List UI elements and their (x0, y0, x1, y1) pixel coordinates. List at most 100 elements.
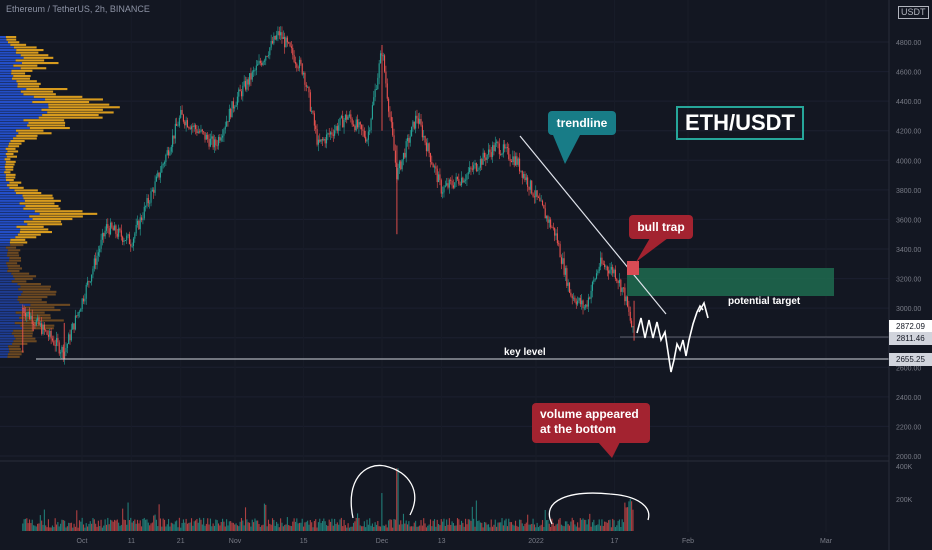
candle-body (114, 225, 116, 231)
volume-bracket-annotation (548, 492, 650, 525)
volume-bar (402, 513, 405, 531)
candle-body (601, 257, 603, 264)
profile-bar-buy (0, 290, 23, 293)
volume-bar (525, 522, 527, 531)
volume-bar (343, 519, 345, 531)
volume-bar (196, 518, 198, 531)
currency-badge[interactable]: USDT (898, 6, 929, 19)
candle-body (300, 59, 302, 64)
candle-body (509, 158, 511, 162)
volume-bar (404, 523, 406, 531)
volume-bar (293, 518, 295, 531)
profile-bar-buy (0, 225, 17, 228)
candle-body (131, 246, 133, 247)
candle-body (212, 136, 214, 148)
profile-bar-buy (0, 319, 24, 322)
profile-bar-buy (0, 121, 29, 124)
volume-bar (78, 520, 81, 531)
profile-bar-buy (0, 93, 24, 96)
volume-bar (285, 524, 287, 531)
candle-body (439, 174, 441, 181)
profile-bar-buy (0, 259, 10, 262)
profile-bar-sell (32, 218, 73, 221)
volume-bar (147, 522, 149, 531)
volume-bar (165, 526, 167, 531)
volume-bar (119, 525, 121, 531)
volume-bar (304, 522, 306, 531)
candle-body (76, 315, 78, 317)
candle-body (251, 71, 253, 80)
candle-body (85, 284, 87, 299)
candle-body (122, 236, 124, 242)
volume-bar (231, 522, 233, 531)
volume-bar (552, 522, 554, 531)
candle-body (315, 125, 317, 130)
volume-bar (593, 519, 595, 531)
profile-bar-sell (20, 54, 49, 57)
volume-bar (405, 520, 407, 531)
candle-body (57, 338, 59, 343)
candle-body (239, 89, 241, 92)
candle-body (392, 122, 394, 136)
volume-bar (513, 525, 515, 531)
candle-body (466, 174, 468, 180)
profile-bar-sell (29, 215, 83, 218)
volume-bar (162, 518, 164, 531)
candle-body (284, 37, 286, 48)
candle-body (343, 119, 345, 128)
candle-body (467, 172, 469, 175)
volume-bar (509, 522, 511, 531)
volume-bar (30, 523, 32, 531)
volume-bar (470, 520, 472, 531)
volume-bar (548, 523, 550, 531)
volume-bar (502, 525, 504, 531)
candle-body (370, 118, 372, 131)
volume-bar (450, 524, 452, 531)
volume-bar (567, 524, 569, 531)
profile-bar-sell (6, 155, 18, 158)
price-tick-label: 3600.00 (896, 217, 921, 224)
volume-bar (163, 519, 166, 531)
volume-bar (212, 523, 214, 531)
volume-bar (100, 519, 102, 531)
candle-body (157, 172, 159, 177)
volume-bar (289, 525, 291, 531)
profile-bar-buy (0, 166, 5, 169)
price-tick-label: 4000.00 (896, 158, 921, 165)
candle-body (128, 234, 130, 245)
candle-body (433, 166, 436, 168)
candle-body (26, 313, 28, 317)
candle-body (594, 278, 596, 280)
volume-bar (625, 507, 627, 531)
candle-body (116, 233, 118, 237)
profile-bar-sell (18, 132, 52, 135)
volume-bar (91, 523, 93, 531)
profile-bar-sell (10, 43, 27, 46)
candle-body (61, 346, 63, 353)
volume-bar (510, 522, 513, 531)
candle-body (535, 190, 537, 198)
profile-bar-buy (0, 108, 42, 111)
price-tick-label: 3400.00 (896, 247, 921, 254)
profile-bar-sell (23, 220, 62, 223)
volume-bar (255, 520, 257, 531)
volume-bar (622, 522, 625, 531)
profile-bar-buy (0, 233, 18, 236)
volume-bar (166, 524, 168, 531)
volume-bar (31, 519, 33, 531)
candle-body (119, 228, 121, 231)
profile-bar-buy (0, 199, 25, 202)
candle-body (340, 115, 342, 118)
volume-bar (296, 518, 298, 531)
profile-bar-sell (47, 111, 114, 114)
profile-bar-buy (0, 101, 33, 104)
candle-body (201, 129, 203, 132)
candle-body (257, 64, 259, 66)
profile-bar-buy (0, 322, 15, 325)
candle-body (316, 129, 318, 145)
candle-body (420, 118, 422, 126)
volume-bar (325, 525, 328, 531)
profile-bar-buy (0, 163, 6, 166)
candle-body (339, 117, 341, 126)
